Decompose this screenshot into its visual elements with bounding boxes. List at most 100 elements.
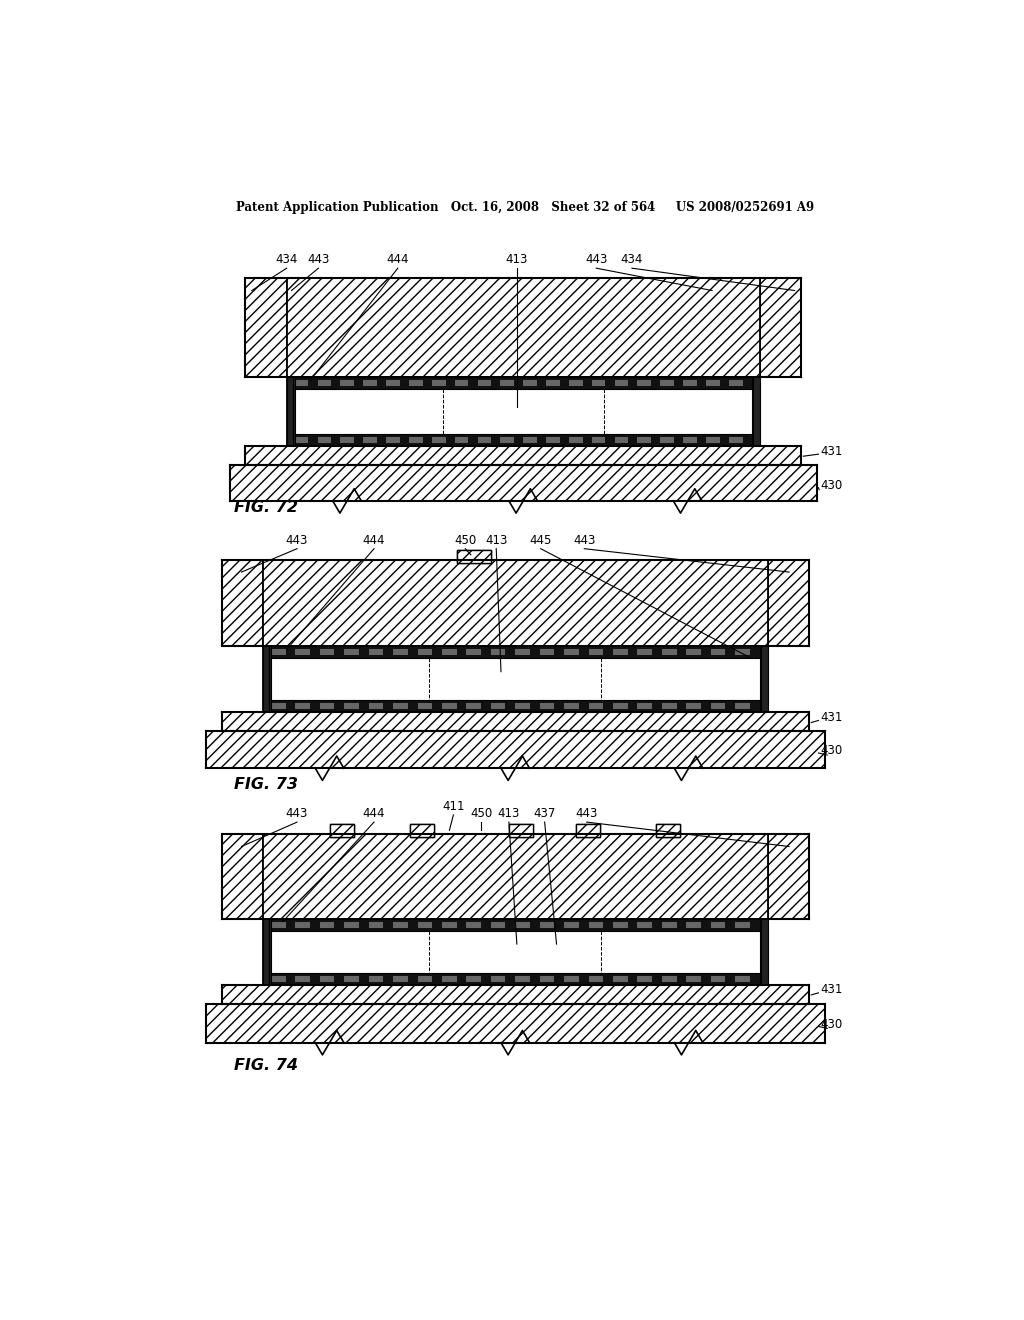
Bar [269, 700, 761, 713]
Bar [263, 647, 768, 713]
Bar [707, 380, 720, 385]
Bar [269, 973, 761, 985]
Bar [729, 437, 742, 444]
Bar [442, 975, 457, 982]
Text: 430: 430 [820, 479, 843, 492]
Bar [393, 921, 408, 928]
Bar [270, 649, 286, 656]
Bar [410, 824, 433, 837]
Bar [458, 549, 490, 562]
Bar [613, 921, 628, 928]
Bar [683, 437, 697, 444]
Bar [638, 437, 651, 444]
Bar [523, 437, 537, 444]
Bar [515, 975, 530, 982]
Bar [546, 437, 560, 444]
Bar [768, 560, 809, 647]
Bar [466, 921, 481, 928]
Bar [386, 437, 399, 444]
Bar [540, 704, 554, 709]
Bar [409, 437, 423, 444]
Bar [466, 649, 481, 656]
Bar [546, 380, 560, 385]
Bar [221, 560, 263, 647]
Bar [564, 649, 579, 656]
Bar [287, 378, 760, 446]
Text: Patent Application Publication   Oct. 16, 2008   Sheet 32 of 564     US 2008/025: Patent Application Publication Oct. 16, … [236, 201, 814, 214]
Bar [711, 704, 725, 709]
Bar [509, 824, 532, 837]
Text: 443: 443 [575, 807, 598, 820]
Bar [686, 921, 701, 928]
Text: 443: 443 [585, 253, 607, 267]
Bar [206, 731, 824, 768]
Bar [246, 279, 287, 378]
Bar [660, 437, 674, 444]
Bar [246, 446, 801, 466]
Text: 445: 445 [529, 533, 552, 546]
Bar [686, 704, 701, 709]
Text: 437: 437 [534, 807, 556, 820]
Bar [613, 649, 628, 656]
Text: 431: 431 [820, 445, 843, 458]
Bar [369, 649, 383, 656]
Bar [386, 380, 399, 385]
Bar [638, 975, 652, 982]
Text: 434: 434 [621, 253, 643, 267]
Bar [614, 437, 629, 444]
Bar [287, 378, 295, 446]
Text: 430: 430 [820, 744, 843, 758]
Bar [662, 649, 677, 656]
Bar [735, 921, 750, 928]
Bar [466, 975, 481, 982]
Bar [270, 704, 286, 709]
Bar [270, 921, 286, 928]
Bar [589, 921, 603, 928]
Bar [711, 975, 725, 982]
Bar [418, 649, 432, 656]
Bar [263, 985, 768, 993]
Text: 434: 434 [275, 253, 298, 267]
Bar [655, 824, 680, 837]
Bar [589, 704, 603, 709]
Bar [540, 921, 554, 928]
Bar [455, 437, 468, 444]
Bar [760, 279, 801, 378]
Text: 431: 431 [820, 983, 843, 997]
Bar [589, 975, 603, 982]
Text: 450: 450 [455, 533, 476, 546]
Bar [577, 824, 600, 837]
Bar [331, 824, 354, 837]
Bar [686, 975, 701, 982]
Bar [501, 380, 514, 385]
Bar [287, 279, 760, 378]
Bar [418, 921, 432, 928]
Bar [319, 704, 335, 709]
Bar [221, 985, 809, 1005]
Bar [564, 704, 579, 709]
Bar [269, 919, 761, 931]
Bar [660, 380, 674, 385]
Bar [344, 975, 358, 982]
Bar [293, 434, 754, 446]
Bar [344, 649, 358, 656]
Text: 444: 444 [362, 807, 385, 820]
Text: 431: 431 [820, 711, 843, 723]
Bar [364, 380, 377, 385]
Text: 444: 444 [387, 253, 409, 267]
Bar [592, 380, 605, 385]
Text: 443: 443 [573, 533, 596, 546]
Bar [263, 713, 768, 721]
Bar [662, 975, 677, 982]
Text: 413: 413 [498, 807, 520, 820]
Bar [752, 378, 760, 446]
Bar [319, 975, 335, 982]
Bar [295, 975, 310, 982]
Bar [364, 437, 377, 444]
Bar [221, 713, 809, 731]
Bar [455, 380, 468, 385]
Bar [662, 704, 677, 709]
Bar [501, 437, 514, 444]
Bar [735, 975, 750, 982]
Bar [515, 704, 530, 709]
